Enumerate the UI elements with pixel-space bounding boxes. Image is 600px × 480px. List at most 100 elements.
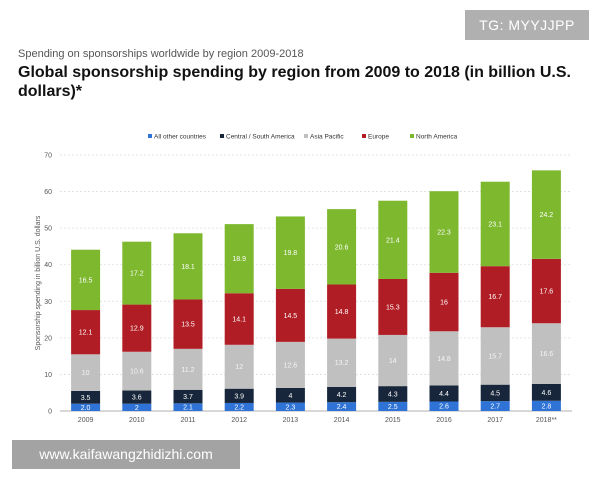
bar-segment <box>480 266 510 328</box>
bar-segment <box>378 401 408 411</box>
data-label: 17.2 <box>130 271 144 278</box>
bar-segment <box>71 249 101 311</box>
data-label: 2.5 <box>388 404 398 411</box>
bar-segment <box>327 284 357 339</box>
y-tick-label: 40 <box>44 262 52 269</box>
y-tick-label: 0 <box>48 409 52 416</box>
chart-legend: All other countries Central / South Ameri… <box>148 134 458 141</box>
data-label: 10 <box>82 370 90 377</box>
data-label: 4.5 <box>490 390 500 397</box>
data-label: 4.2 <box>337 392 347 399</box>
x-tick-label: 2017 <box>487 417 503 424</box>
data-label: 17.6 <box>540 289 554 296</box>
data-label: 2 <box>135 405 139 412</box>
data-label: 2.1 <box>183 405 193 412</box>
watermark: TG: MYYJJPP <box>465 10 589 40</box>
bar-segment <box>531 323 561 384</box>
bar-segment <box>480 401 510 411</box>
data-label: 12 <box>235 364 243 371</box>
bar-segment <box>173 389 203 404</box>
bar-segment <box>429 331 459 386</box>
data-label: 18.9 <box>232 256 246 263</box>
data-label: 3.9 <box>234 393 244 400</box>
bar-segment <box>173 233 203 300</box>
legend-swatch <box>304 134 308 138</box>
y-tick-label: 60 <box>44 189 52 196</box>
data-label: 15.7 <box>488 353 502 360</box>
data-label: 20.6 <box>335 244 349 251</box>
x-tick-label: 2014 <box>334 417 350 424</box>
data-label: 2.4 <box>337 404 347 411</box>
data-label: 4.3 <box>388 391 398 398</box>
data-label: 24.2 <box>540 212 554 219</box>
data-label: 2.3 <box>286 404 296 411</box>
legend-swatch <box>148 134 152 138</box>
bar-segment <box>378 386 408 402</box>
data-label: 19.8 <box>284 250 298 257</box>
y-tick-label: 30 <box>44 299 52 306</box>
data-label: 14.5 <box>284 313 298 320</box>
y-axis-label: Sponsorship spending in billion U.S. dol… <box>35 215 42 350</box>
bar-segment <box>327 338 357 387</box>
legend-label: Europe <box>368 134 389 141</box>
data-label: 3.7 <box>183 394 193 401</box>
y-tick-label: 10 <box>44 372 52 379</box>
bar-segment <box>71 403 101 411</box>
bars: 2.0 3.5 10 12.1 16.5 2 3.6 10.6 12.9 17.2 2.1 3.7 11… <box>71 170 561 412</box>
bar-segment <box>429 401 459 411</box>
legend-label: Asia Pacific <box>310 134 344 141</box>
bar-segment <box>480 181 510 267</box>
bar-segment <box>122 241 152 305</box>
bar-segment <box>122 351 152 391</box>
bar-segment <box>429 385 459 402</box>
bar-segment <box>224 402 254 411</box>
bar-segment <box>378 334 408 387</box>
bar-segment <box>122 403 152 411</box>
url-badge: www.kaifawangzhidizhi.com <box>12 440 240 469</box>
data-label: 16.6 <box>540 351 554 358</box>
bar-segment <box>531 383 561 401</box>
x-tick-label: 2012 <box>231 417 247 424</box>
y-tick-label: 50 <box>44 226 52 233</box>
bar-segment <box>531 258 561 324</box>
bar-segment <box>275 341 305 388</box>
data-label: 13.5 <box>181 322 195 329</box>
bar-segment <box>173 348 203 390</box>
data-label: 2.7 <box>490 404 500 411</box>
chart-subtitle: Spending on sponsorships worldwide by re… <box>18 48 304 60</box>
chart-title: Global sponsorship spending by region fr… <box>18 64 571 100</box>
data-label: 3.6 <box>132 395 142 402</box>
data-label: 13.2 <box>335 360 349 367</box>
data-label: 10.6 <box>130 369 144 376</box>
data-label: 15.3 <box>386 304 400 311</box>
x-tick-label: 2015 <box>385 417 401 424</box>
y-tick-label: 20 <box>44 335 52 342</box>
bar-segment <box>224 344 254 389</box>
data-label: 4.4 <box>439 391 449 398</box>
bar-segment <box>327 209 357 285</box>
bar-segment <box>429 191 459 273</box>
data-label: 22.3 <box>437 229 451 236</box>
data-label: 4 <box>288 393 292 400</box>
legend-swatch <box>362 134 366 138</box>
data-label: 3.5 <box>81 395 91 402</box>
y-tick-label: 70 <box>44 153 52 160</box>
data-label: 4.6 <box>542 390 552 397</box>
x-tick-label: 2009 <box>78 417 94 424</box>
data-label: 2.6 <box>439 404 449 411</box>
bar-segment <box>275 402 305 411</box>
data-label: 16.5 <box>79 277 93 284</box>
bar-segment <box>378 200 408 279</box>
x-tick-label: 2010 <box>129 417 145 424</box>
x-tick-label: 2018** <box>536 417 557 424</box>
data-label: 12.6 <box>284 362 298 369</box>
bar-segment <box>275 288 305 342</box>
data-label: 18.1 <box>181 264 195 271</box>
data-label: 12.1 <box>79 330 93 337</box>
data-label: 23.1 <box>488 221 502 228</box>
x-tick-label: 2013 <box>283 417 299 424</box>
legend-swatch <box>410 134 414 138</box>
data-label: 2.0 <box>81 405 91 412</box>
data-label: 16 <box>440 300 448 307</box>
bar-segment <box>224 224 254 294</box>
